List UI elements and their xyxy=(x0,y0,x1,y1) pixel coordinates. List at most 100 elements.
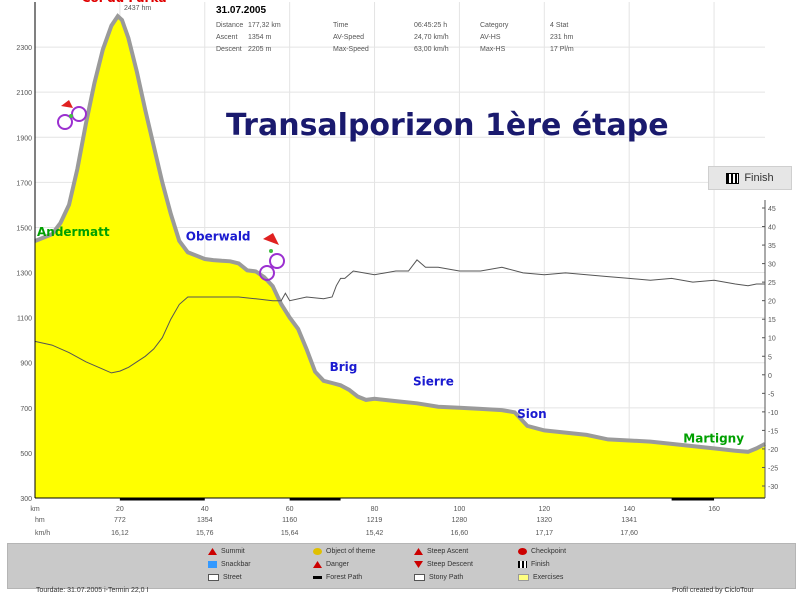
x-mark-value: 15,42 xyxy=(366,530,384,537)
legend-item: Exercises xyxy=(518,574,563,581)
legend-label: Forest Path xyxy=(326,574,363,581)
stat-label: Category xyxy=(480,22,509,29)
legend-label: Checkpoint xyxy=(531,548,567,555)
summit-icon xyxy=(208,548,217,555)
x-mark-value: 17,17 xyxy=(536,530,554,537)
chart-title: Transalporizon 1ère étape xyxy=(226,108,669,143)
y2-tick-label: 20 xyxy=(768,299,776,306)
y-tick-label: 1700 xyxy=(16,180,32,187)
legend-item: Danger xyxy=(313,561,349,568)
legend-item: Summit xyxy=(208,548,245,555)
x-ticks: km 20 40 60 80 100 120 140 160 xyxy=(30,497,720,513)
exercises-icon xyxy=(518,574,529,581)
checkpoint-icon xyxy=(518,548,527,555)
x-tick-label: 140 xyxy=(623,506,635,513)
legend-label: Street xyxy=(223,574,242,581)
snackbar-icon xyxy=(208,561,217,568)
y2-tick-label: 5 xyxy=(768,354,772,361)
legend-label: Exercises xyxy=(533,574,564,581)
x-mark-value: 1354 xyxy=(197,517,213,524)
y-tick-label: 1500 xyxy=(16,225,32,232)
peak-label: 2437 hm xyxy=(124,5,151,12)
tour-date: 31.07.2005 xyxy=(216,5,266,16)
legend-item: Checkpoint xyxy=(518,548,566,555)
cyclist-icon xyxy=(259,233,285,281)
stat-label: Descent xyxy=(216,46,242,53)
street-icon xyxy=(208,574,219,581)
legend-label: Steep Descent xyxy=(427,561,473,568)
stat-label: Max-Speed xyxy=(333,46,369,53)
legend-label: Summit xyxy=(221,548,245,555)
x-mark-label: hm xyxy=(35,517,45,524)
y2-tick-label: 40 xyxy=(768,225,776,232)
place-label: Andermatt xyxy=(37,225,110,239)
forest-path-icon xyxy=(313,576,322,579)
x-tick-label: 60 xyxy=(286,506,294,513)
steep-descent-icon xyxy=(414,561,423,568)
legend-label: Steep Ascent xyxy=(427,548,469,555)
y-tick-label: 2100 xyxy=(16,90,32,97)
y2-tick-label: -5 xyxy=(768,391,774,398)
legend-label: Danger xyxy=(326,561,349,568)
y-tick-label: 700 xyxy=(20,406,32,413)
cyclist-icon xyxy=(57,100,87,130)
stat-label: Max-HS xyxy=(480,46,506,53)
altitude-line xyxy=(34,13,766,454)
place-label: Sion xyxy=(517,407,547,421)
legend-item: Forest Path xyxy=(313,574,362,581)
x-mark-value: 16,60 xyxy=(451,530,469,537)
y2-tick-label: -15 xyxy=(768,428,778,435)
steep-ascent-icon xyxy=(414,548,423,555)
y-tick-label: 1900 xyxy=(16,135,32,142)
legend-label: Snackbar xyxy=(221,561,251,568)
x-tick-label: 120 xyxy=(538,506,550,513)
y2-tick-label: 0 xyxy=(768,373,772,380)
y-ticks: 300 500 700 900 1100 1300 1500 1700 1900 2100 2300 xyxy=(16,45,32,503)
legend-label: Stony Path xyxy=(429,574,464,581)
y2-ticks: 45 40 35 30 25 20 15 10 5 0 -5 -10 -15 -20 -25 -30 xyxy=(762,206,778,491)
x-marks: hm 772 1354 1160 1219 1280 1320 1341 km/h 16,12 15… xyxy=(35,517,638,537)
footer-credit: Profil created by CicloTour xyxy=(672,587,754,594)
y2-tick-label: -30 xyxy=(768,484,778,491)
y2-tick-label: -25 xyxy=(768,465,778,472)
x-mark-value: 772 xyxy=(114,517,126,524)
stat-value: 231 hm xyxy=(550,34,574,41)
y2-tick-label: -20 xyxy=(768,447,778,454)
x-mark-value: 1219 xyxy=(367,517,383,524)
stat-value: 24,70 km/h xyxy=(414,34,449,41)
y2-tick-label: 25 xyxy=(768,280,776,287)
x-tick-label: 100 xyxy=(454,506,466,513)
x-mark-value: 1341 xyxy=(621,517,637,524)
legend-item: Stony Path xyxy=(414,574,463,581)
y-tick-label: 500 xyxy=(20,451,32,458)
x-tick-label: 40 xyxy=(201,506,209,513)
x-mark-value: 17,60 xyxy=(620,530,638,537)
stat-value: 63,00 km/h xyxy=(414,46,449,53)
stat-label: Time xyxy=(333,22,348,29)
y-tick-label: 1100 xyxy=(17,316,32,323)
legend-label: Finish xyxy=(531,561,550,568)
y2-tick-label: 10 xyxy=(768,336,776,343)
place-label: Oberwald xyxy=(186,229,251,243)
finish-button-label: Finish xyxy=(744,172,774,184)
y2-tick-label: 45 xyxy=(768,206,776,213)
speed-line xyxy=(34,259,765,374)
y2-tick-label: 15 xyxy=(768,317,776,324)
x-mark-value: 1320 xyxy=(537,517,553,524)
legend-item: Steep Descent xyxy=(414,561,473,568)
stat-value: 1354 m xyxy=(248,34,272,41)
stat-label: Distance xyxy=(216,22,243,29)
x-mark-value: 16,12 xyxy=(111,530,129,537)
stat-value: 2205 m xyxy=(248,46,272,53)
stat-value: 4 Stat xyxy=(550,22,568,29)
y-tick-label: 2300 xyxy=(16,45,32,52)
y2-tick-label: -10 xyxy=(768,410,778,417)
finish-button[interactable]: Finish xyxy=(708,166,792,190)
danger-icon xyxy=(313,561,322,568)
stat-value: 06:45:25 h xyxy=(414,22,447,29)
legend-panel: Summit Object of theme Steep Ascent Chec… xyxy=(7,543,796,589)
x-mark-value: 15,76 xyxy=(196,530,214,537)
x-tick-label: km xyxy=(30,506,40,513)
finish-icon xyxy=(518,561,527,568)
